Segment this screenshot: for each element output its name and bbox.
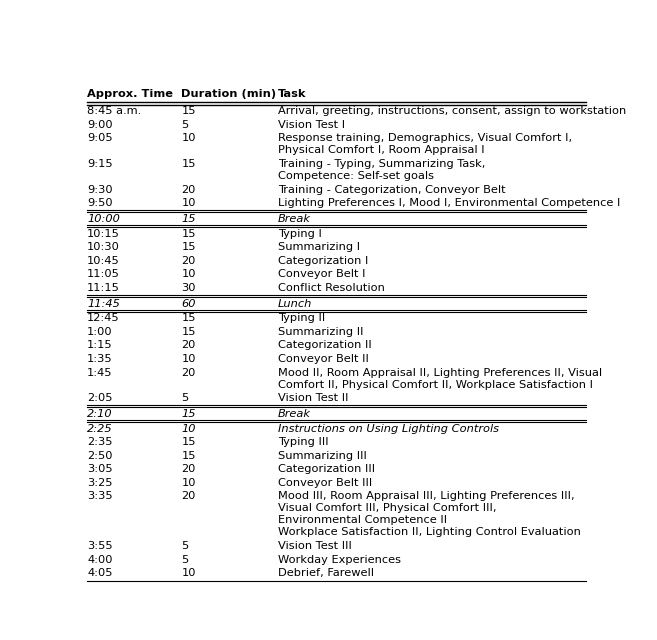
Text: 11:45: 11:45 [87, 299, 120, 309]
Text: Workday Experiences: Workday Experiences [278, 555, 401, 564]
Text: Vision Test III: Vision Test III [278, 541, 352, 551]
Text: 10: 10 [181, 198, 196, 208]
Text: 15: 15 [181, 451, 196, 461]
Text: 4:00: 4:00 [87, 555, 113, 564]
Text: 15: 15 [181, 214, 196, 224]
Text: 10: 10 [181, 354, 196, 364]
Text: Typing I: Typing I [278, 228, 322, 239]
Text: Break: Break [278, 214, 311, 224]
Text: Lighting Preferences I, Mood I, Environmental Competence I: Lighting Preferences I, Mood I, Environm… [278, 198, 620, 208]
Text: Vision Test I: Vision Test I [278, 120, 346, 130]
Text: 15: 15 [181, 327, 196, 337]
Text: 10:45: 10:45 [87, 256, 120, 266]
Text: 2:10: 2:10 [87, 409, 113, 419]
Text: 2:25: 2:25 [87, 424, 113, 434]
Text: 10:00: 10:00 [87, 214, 120, 224]
Text: Typing II: Typing II [278, 314, 325, 323]
Text: 20: 20 [181, 256, 196, 266]
Text: 10: 10 [181, 478, 196, 488]
Text: 9:00: 9:00 [87, 120, 113, 130]
Text: 9:30: 9:30 [87, 185, 113, 195]
Text: 3:25: 3:25 [87, 478, 113, 488]
Text: 5: 5 [181, 393, 189, 403]
Text: 20: 20 [181, 185, 196, 195]
Text: 9:15: 9:15 [87, 159, 113, 169]
Text: 15: 15 [181, 106, 196, 116]
Text: Instructions on Using Lighting Controls: Instructions on Using Lighting Controls [278, 424, 499, 434]
Text: Conveyor Belt III: Conveyor Belt III [278, 478, 373, 488]
Text: Response training, Demographics, Visual Comfort I,
Physical Comfort I, Room Appr: Response training, Demographics, Visual … [278, 134, 572, 156]
Text: 15: 15 [181, 409, 196, 419]
Text: 1:15: 1:15 [87, 340, 113, 351]
Text: Summarizing II: Summarizing II [278, 327, 364, 337]
Text: Vision Test II: Vision Test II [278, 393, 349, 403]
Text: Lunch: Lunch [278, 299, 313, 309]
Text: Duration (min): Duration (min) [181, 89, 277, 99]
Text: 20: 20 [181, 340, 196, 351]
Text: 15: 15 [181, 437, 196, 447]
Text: 11:15: 11:15 [87, 283, 120, 293]
Text: 9:05: 9:05 [87, 134, 113, 143]
Text: 10: 10 [181, 568, 196, 579]
Text: Categorization I: Categorization I [278, 256, 369, 266]
Text: 15: 15 [181, 228, 196, 239]
Text: 10: 10 [181, 424, 196, 434]
Text: 15: 15 [181, 159, 196, 169]
Text: 4:05: 4:05 [87, 568, 113, 579]
Text: Mood III, Room Appraisal III, Lighting Preferences III,
Visual Comfort III, Phys: Mood III, Room Appraisal III, Lighting P… [278, 492, 581, 538]
Text: Training - Typing, Summarizing Task,
Competence: Self-set goals: Training - Typing, Summarizing Task, Com… [278, 159, 486, 181]
Text: Conveyor Belt I: Conveyor Belt I [278, 269, 366, 280]
Text: 10: 10 [181, 134, 196, 143]
Text: Debrief, Farewell: Debrief, Farewell [278, 568, 374, 579]
Text: 20: 20 [181, 464, 196, 474]
Text: Conveyor Belt II: Conveyor Belt II [278, 354, 369, 364]
Text: Typing III: Typing III [278, 437, 328, 447]
Text: 5: 5 [181, 120, 189, 130]
Text: 11:05: 11:05 [87, 269, 120, 280]
Text: 12:45: 12:45 [87, 314, 120, 323]
Text: Categorization II: Categorization II [278, 340, 372, 351]
Text: 10: 10 [181, 269, 196, 280]
Text: 20: 20 [181, 367, 196, 378]
Text: 3:05: 3:05 [87, 464, 113, 474]
Text: 3:55: 3:55 [87, 541, 113, 551]
Text: 10:30: 10:30 [87, 243, 120, 252]
Text: 3:35: 3:35 [87, 492, 113, 501]
Text: 10:15: 10:15 [87, 228, 120, 239]
Text: 5: 5 [181, 555, 189, 564]
Text: 9:50: 9:50 [87, 198, 113, 208]
Text: Approx. Time: Approx. Time [87, 89, 173, 99]
Text: Summarizing I: Summarizing I [278, 243, 360, 252]
Text: Training - Categorization, Conveyor Belt: Training - Categorization, Conveyor Belt [278, 185, 506, 195]
Text: Break: Break [278, 409, 311, 419]
Text: 1:00: 1:00 [87, 327, 113, 337]
Text: Categorization III: Categorization III [278, 464, 375, 474]
Text: 20: 20 [181, 492, 196, 501]
Text: 15: 15 [181, 243, 196, 252]
Text: 5: 5 [181, 541, 189, 551]
Text: Summarizing III: Summarizing III [278, 451, 367, 461]
Text: Mood II, Room Appraisal II, Lighting Preferences II, Visual
Comfort II, Physical: Mood II, Room Appraisal II, Lighting Pre… [278, 367, 602, 390]
Text: 60: 60 [181, 299, 196, 309]
Text: 2:35: 2:35 [87, 437, 113, 447]
Text: Task: Task [278, 89, 307, 99]
Text: Conflict Resolution: Conflict Resolution [278, 283, 385, 293]
Text: 1:35: 1:35 [87, 354, 113, 364]
Text: 8:45 a.m.: 8:45 a.m. [87, 106, 141, 116]
Text: 2:50: 2:50 [87, 451, 113, 461]
Text: 1:45: 1:45 [87, 367, 113, 378]
Text: Arrival, greeting, instructions, consent, assign to workstation: Arrival, greeting, instructions, consent… [278, 106, 626, 116]
Text: 15: 15 [181, 314, 196, 323]
Text: 30: 30 [181, 283, 196, 293]
Text: 2:05: 2:05 [87, 393, 113, 403]
